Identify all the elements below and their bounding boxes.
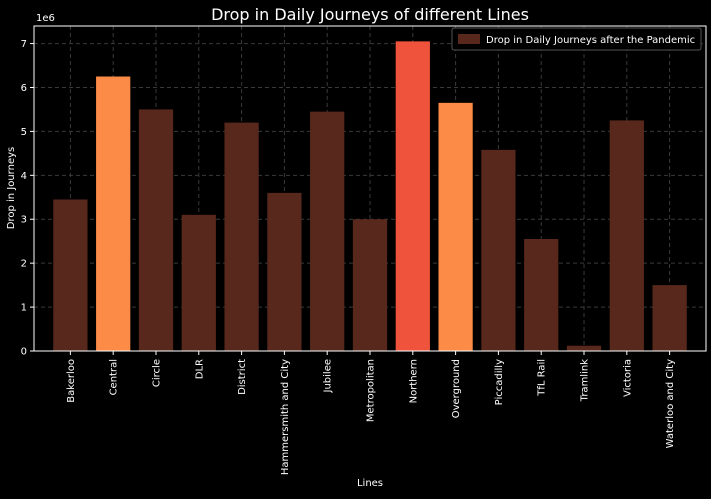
x-axis-label: Lines <box>357 478 383 489</box>
bar-northern <box>395 41 430 352</box>
x-tick-label: TfL Rail <box>537 359 548 397</box>
legend-swatch <box>458 34 480 44</box>
y-tick-label: 7 <box>21 39 27 50</box>
x-tick-label: District <box>237 359 248 395</box>
x-axis-ticks: Bakerloo Central Circle DLR District Hammersm… <box>66 351 676 475</box>
x-tick-label: Tramlink <box>580 359 591 403</box>
bar-central <box>96 76 131 351</box>
bar-district <box>224 122 259 352</box>
y-tick-label: 0 <box>21 347 27 358</box>
bar-overground <box>438 102 473 351</box>
legend: Drop in Daily Journeys after the Pandemi… <box>451 27 702 51</box>
y-axis-multiplier: 1e6 <box>36 13 55 24</box>
x-tick-label: Bakerloo <box>66 359 77 403</box>
y-tick-label: 3 <box>21 215 27 226</box>
x-tick-label: Victoria <box>622 359 633 397</box>
x-tick-label: Overground <box>451 359 462 418</box>
legend-box <box>451 27 702 51</box>
x-tick-label: Circle <box>151 359 162 387</box>
y-axis-ticks: 0 1 2 3 4 5 6 7 <box>21 39 34 358</box>
bar-circle <box>138 109 174 351</box>
x-tick-label: Jubilee <box>323 359 334 394</box>
bar-metropolitan <box>352 219 388 351</box>
bar-hammersmith-and-city <box>267 192 302 351</box>
y-tick-label: 1 <box>21 303 27 314</box>
x-tick-label: Metropolitan <box>366 359 377 422</box>
y-tick-label: 6 <box>21 83 27 94</box>
x-tick-label: Waterloo and City <box>665 359 676 448</box>
bar-victoria <box>609 120 644 351</box>
chart-title: Drop in Daily Journeys of different Line… <box>211 5 529 24</box>
bar-waterloo-and-city <box>652 285 687 351</box>
y-tick-label: 4 <box>21 171 27 182</box>
legend-label: Drop in Daily Journeys after the Pandemi… <box>486 35 695 46</box>
x-tick-label: Hammersmith and City <box>280 359 291 475</box>
y-axis-label: Drop in Journeys <box>6 147 17 230</box>
x-tick-label: Piccadilly <box>494 359 505 405</box>
bar-tramlink <box>566 345 602 351</box>
bar-dlr <box>181 214 216 351</box>
y-tick-label: 5 <box>21 127 27 138</box>
x-tick-label: Northern <box>408 359 419 403</box>
bars <box>53 41 687 352</box>
bar-bakerloo <box>53 199 88 351</box>
y-tick-label: 2 <box>21 259 27 270</box>
bar-piccadilly <box>481 149 516 351</box>
x-tick-label: Central <box>109 359 120 395</box>
x-tick-label: DLR <box>194 359 205 379</box>
bar-jubilee <box>310 111 345 351</box>
bar-tfl-rail <box>524 239 559 351</box>
